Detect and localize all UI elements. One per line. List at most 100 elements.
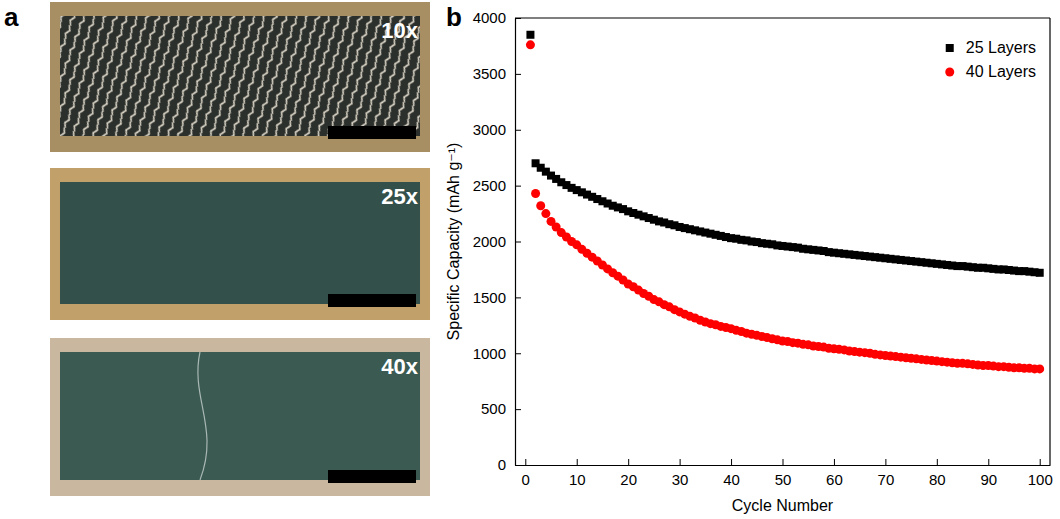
y-axis-title: Specific Capacity (mAh g⁻¹)	[445, 143, 462, 341]
scale-bar	[328, 294, 416, 307]
x-tick-mark	[525, 459, 526, 465]
plot-area	[526, 31, 1044, 374]
photo-background	[50, 168, 430, 320]
photo: 10x	[50, 2, 430, 152]
x-tick-mark	[937, 459, 938, 465]
x-tick: 50	[775, 459, 792, 488]
film	[60, 182, 420, 304]
data-point	[526, 31, 534, 39]
legend-label: 40 Layers	[966, 63, 1036, 80]
photo-background	[50, 2, 430, 152]
y-tick-mark	[515, 409, 521, 410]
x-axis-title: Cycle Number	[732, 497, 834, 514]
y-tick-mark	[515, 130, 521, 131]
x-tick-label: 80	[929, 471, 946, 488]
x-tick-label: 30	[672, 471, 689, 488]
photo-caption: 10x	[381, 18, 418, 43]
panel-letter: a	[4, 2, 19, 32]
y-tick: 1500	[473, 289, 521, 306]
x-tick-label: 10	[569, 471, 586, 488]
y-tick: 1000	[473, 345, 521, 362]
y-tick-label: 2500	[473, 177, 506, 194]
photo: 25x	[50, 168, 430, 320]
y-tick-label: 1000	[473, 345, 506, 362]
x-tick: 80	[929, 459, 946, 488]
x-tick: 0	[522, 459, 530, 488]
series	[526, 31, 1043, 277]
legend-label: 25 Layers	[966, 39, 1036, 56]
frame-top	[515, 17, 1050, 18]
y-tick-mark	[515, 74, 521, 75]
x-tick-label: 50	[775, 471, 792, 488]
y-tick-mark	[515, 465, 521, 466]
x-tick-mark	[1040, 459, 1041, 465]
x-tick-mark	[731, 459, 732, 465]
scale-bar	[328, 126, 416, 139]
x-tick-mark	[577, 459, 578, 465]
photo: 40x	[50, 338, 430, 496]
y-tick-mark	[515, 186, 521, 187]
x-tick-mark	[680, 459, 681, 465]
y-tick-label: 4000	[473, 9, 506, 26]
legend-symbol	[946, 44, 954, 52]
photo-background	[50, 338, 430, 496]
x-tick: 20	[620, 459, 637, 488]
x-tick-mark	[885, 459, 886, 465]
x-axis: 0 10 20 30 40 50 60 70 80 90 100	[516, 459, 1053, 488]
data-point	[536, 201, 545, 210]
y-tick: 4000	[473, 9, 521, 26]
data-point	[1035, 364, 1044, 373]
y-tick-label: 1500	[473, 289, 506, 306]
film	[60, 352, 420, 480]
x-tick: 40	[723, 459, 740, 488]
x-tick-mark	[628, 459, 629, 465]
x-tick-mark	[988, 459, 989, 465]
figure: a10x25x40xb01020304050607080901000500100…	[0, 0, 1060, 519]
x-tick-label: 100	[1028, 471, 1053, 488]
y-tick: 2000	[473, 233, 521, 250]
x-tick: 100	[1028, 459, 1053, 488]
y-tick: 500	[481, 400, 521, 417]
legend: 25 Layers 40 Layers	[945, 39, 1036, 80]
y-tick-label: 3500	[473, 65, 506, 82]
x-axis-line	[516, 465, 1051, 466]
x-tick: 60	[826, 459, 843, 488]
x-tick-mark	[783, 459, 784, 465]
photo-caption: 25x	[381, 184, 418, 209]
wrinkle	[198, 352, 207, 480]
data-point	[1036, 269, 1044, 277]
scale-bar	[328, 470, 416, 483]
frame-right	[1049, 18, 1050, 465]
y-tick-label: 0	[498, 456, 506, 473]
x-tick-label: 90	[980, 471, 997, 488]
photo-caption: 40x	[381, 354, 418, 379]
x-tick-label: 20	[620, 471, 637, 488]
y-tick-mark	[515, 297, 521, 298]
y-tick: 2500	[473, 177, 521, 194]
x-tick-label: 70	[878, 471, 895, 488]
data-point	[541, 209, 550, 218]
x-tick-label: 60	[826, 471, 843, 488]
data-point	[531, 189, 540, 198]
y-tick: 0	[498, 456, 521, 473]
x-tick: 70	[878, 459, 895, 488]
y-tick-mark	[515, 242, 521, 243]
y-tick: 3500	[473, 65, 521, 82]
x-tick: 90	[980, 459, 997, 488]
y-tick-mark	[515, 18, 521, 19]
legend-symbol	[945, 68, 954, 77]
y-tick: 3000	[473, 121, 521, 138]
y-tick-label: 3000	[473, 121, 506, 138]
series	[526, 40, 1044, 373]
panel-letter: b	[446, 2, 462, 32]
x-tick-mark	[834, 459, 835, 465]
y-tick-label: 2000	[473, 233, 506, 250]
x-tick: 10	[569, 459, 586, 488]
y-axis: 0 500 1000 1500 2000 2500 3000 3500 4000	[473, 9, 521, 473]
y-tick-label: 500	[481, 400, 506, 417]
x-tick-label: 40	[723, 471, 740, 488]
data-point	[526, 40, 535, 49]
film	[60, 16, 420, 136]
x-tick-label: 0	[522, 471, 530, 488]
y-tick-mark	[515, 353, 521, 354]
